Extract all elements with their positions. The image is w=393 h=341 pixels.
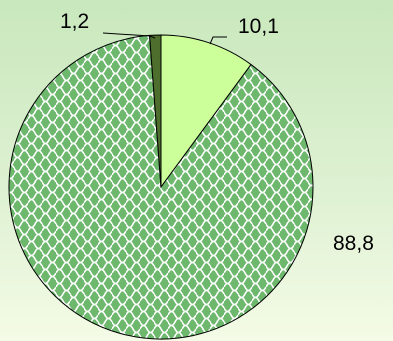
pie-slice-1 (8, 34, 314, 340)
slice-label-1: 88,8 (333, 232, 374, 255)
slice-label-2: 1,2 (60, 10, 89, 33)
pie-slice-0 (160, 34, 252, 189)
slice-label-0: 10,1 (238, 15, 279, 38)
leader-line-0 (209, 36, 227, 45)
pie-slice-2 (149, 34, 162, 188)
leader-line-2 (102, 32, 156, 39)
